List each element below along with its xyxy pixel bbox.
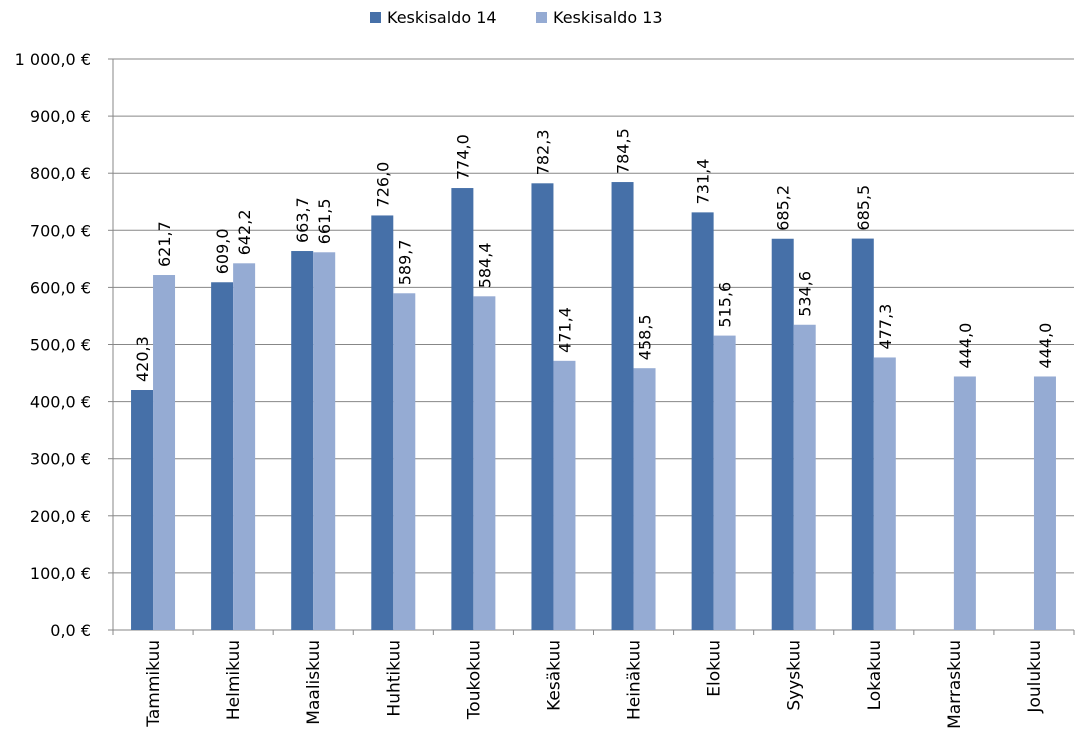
y-tick-label: 700,0 € [30,221,91,240]
bar-series-2 [633,368,656,630]
x-tick-label: Lokakuu [865,640,885,710]
bar-series-2 [553,360,576,630]
legend-item-series-2: Keskisaldo 13 [536,8,663,27]
y-tick-label: 200,0 € [30,507,91,526]
bar-series-2 [153,275,176,630]
x-tick-label: Helmikuu [224,640,244,720]
y-tick-label: 400,0 € [30,393,91,412]
data-label-series-1: 774,0 [453,134,472,180]
y-tick-label: 1 000,0 € [15,50,91,69]
data-label-series-2: 642,2 [235,209,254,255]
data-label-series-2: 444,0 [1036,323,1055,369]
bar-series-2 [313,252,336,630]
legend-label-series-2: Keskisaldo 13 [553,8,663,27]
data-label-series-1: 784,5 [614,128,633,174]
y-tick-label: 900,0 € [30,107,91,126]
data-label-series-2: 584,4 [475,242,494,288]
data-label-series-1: 731,4 [694,159,713,205]
bar-series-2 [473,296,496,630]
bar-series-1 [851,238,874,630]
y-tick-label: 800,0 € [30,164,91,183]
data-label-series-2: 534,6 [796,271,815,317]
bar-series-2 [233,263,256,630]
bar-series-1 [131,390,154,630]
y-tick-label: 500,0 € [30,336,91,355]
data-label-series-2: 477,3 [876,304,895,350]
legend-swatch-series-2 [536,12,547,23]
bar-series-1 [371,215,394,631]
y-tick-label: 600,0 € [30,278,91,297]
data-label-series-1: 685,2 [774,185,793,231]
bar-series-2 [793,324,816,630]
x-tick-label: Tammikuu [144,640,164,728]
bar-series-2 [393,293,416,630]
legend-label-series-1: Keskisaldo 14 [387,8,497,27]
legend-item-series-1: Keskisaldo 14 [370,8,497,27]
x-tick-label: Marraskuu [945,640,965,729]
legend: Keskisaldo 14 Keskisaldo 13 [0,8,1076,32]
data-label-series-2: 589,7 [395,239,414,285]
data-label-series-1: 420,3 [133,336,152,382]
x-tick-label: Elokuu [705,640,725,697]
x-tick-label: Heinäkuu [625,640,645,720]
data-label-series-2: 515,6 [716,282,735,328]
x-tick-label: Syyskuu [785,640,805,711]
bar-series-1 [211,282,234,630]
bar-series-1 [451,188,474,630]
y-tick-label: 100,0 € [30,564,91,583]
bar-series-1 [531,183,554,630]
x-tick-label: Kesäkuu [544,640,564,711]
data-label-series-2: 471,4 [555,307,574,353]
y-tick-label: 300,0 € [30,450,91,469]
data-label-series-2: 621,7 [155,221,174,267]
x-tick-label: Huhtikuu [384,640,404,717]
bar-series-2 [953,376,976,630]
data-label-series-1: 685,5 [854,185,873,231]
bar-series-1 [771,238,794,630]
bar-series-2 [713,335,736,630]
bar-series-1 [611,182,634,630]
data-label-series-1: 726,0 [373,162,392,208]
data-label-series-2: 661,5 [315,198,334,244]
bar-series-2 [1033,376,1056,630]
data-label-series-1: 663,7 [293,197,312,243]
legend-swatch-series-1 [370,12,381,23]
data-label-series-2: 458,5 [636,314,655,360]
x-tick-label: Maaliskuu [304,640,324,725]
x-tick-label: Joulukuu [1025,640,1045,714]
bar-series-2 [873,357,896,630]
x-tick-label: Toukokuu [464,640,484,720]
bar-series-1 [291,251,314,631]
y-tick-label: 0,0 € [50,621,91,640]
data-label-series-1: 782,3 [533,129,552,175]
bar-series-1 [691,212,714,630]
data-label-series-2: 444,0 [956,323,975,369]
data-label-series-1: 609,0 [213,228,232,274]
